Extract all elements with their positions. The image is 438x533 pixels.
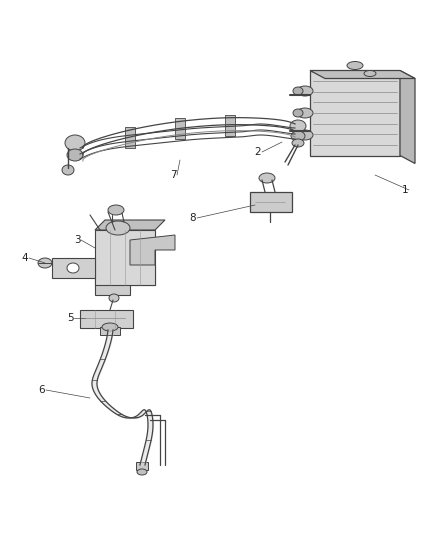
Ellipse shape [106,221,130,235]
Ellipse shape [297,130,313,140]
Ellipse shape [291,131,305,141]
Polygon shape [400,70,415,164]
Ellipse shape [293,131,303,139]
Ellipse shape [292,139,304,147]
Ellipse shape [290,120,306,132]
Polygon shape [65,265,155,295]
Ellipse shape [364,70,376,77]
Ellipse shape [293,87,303,95]
Ellipse shape [62,165,74,175]
Ellipse shape [347,61,363,69]
Ellipse shape [108,205,124,215]
Text: 6: 6 [39,385,45,395]
Ellipse shape [297,86,313,96]
Text: 4: 4 [22,253,28,263]
Text: 8: 8 [190,213,196,223]
Ellipse shape [259,173,275,183]
Polygon shape [100,327,120,335]
Polygon shape [52,258,95,278]
Text: 3: 3 [74,235,80,245]
Polygon shape [225,115,235,136]
Polygon shape [130,235,175,265]
Polygon shape [310,70,415,78]
Ellipse shape [297,108,313,118]
Polygon shape [125,127,135,148]
Ellipse shape [137,469,147,475]
Ellipse shape [109,294,119,302]
Polygon shape [95,220,165,230]
Ellipse shape [293,109,303,117]
Ellipse shape [38,258,52,268]
Ellipse shape [65,135,85,151]
Polygon shape [250,192,292,212]
Text: 7: 7 [170,170,177,180]
Polygon shape [95,230,155,285]
Polygon shape [80,310,133,328]
Text: 5: 5 [67,313,73,323]
Ellipse shape [67,149,83,161]
Ellipse shape [102,323,118,331]
Polygon shape [175,118,185,140]
Text: 1: 1 [402,185,408,195]
Ellipse shape [67,263,79,273]
Text: 2: 2 [254,147,261,157]
Polygon shape [310,70,400,156]
Polygon shape [136,462,148,470]
